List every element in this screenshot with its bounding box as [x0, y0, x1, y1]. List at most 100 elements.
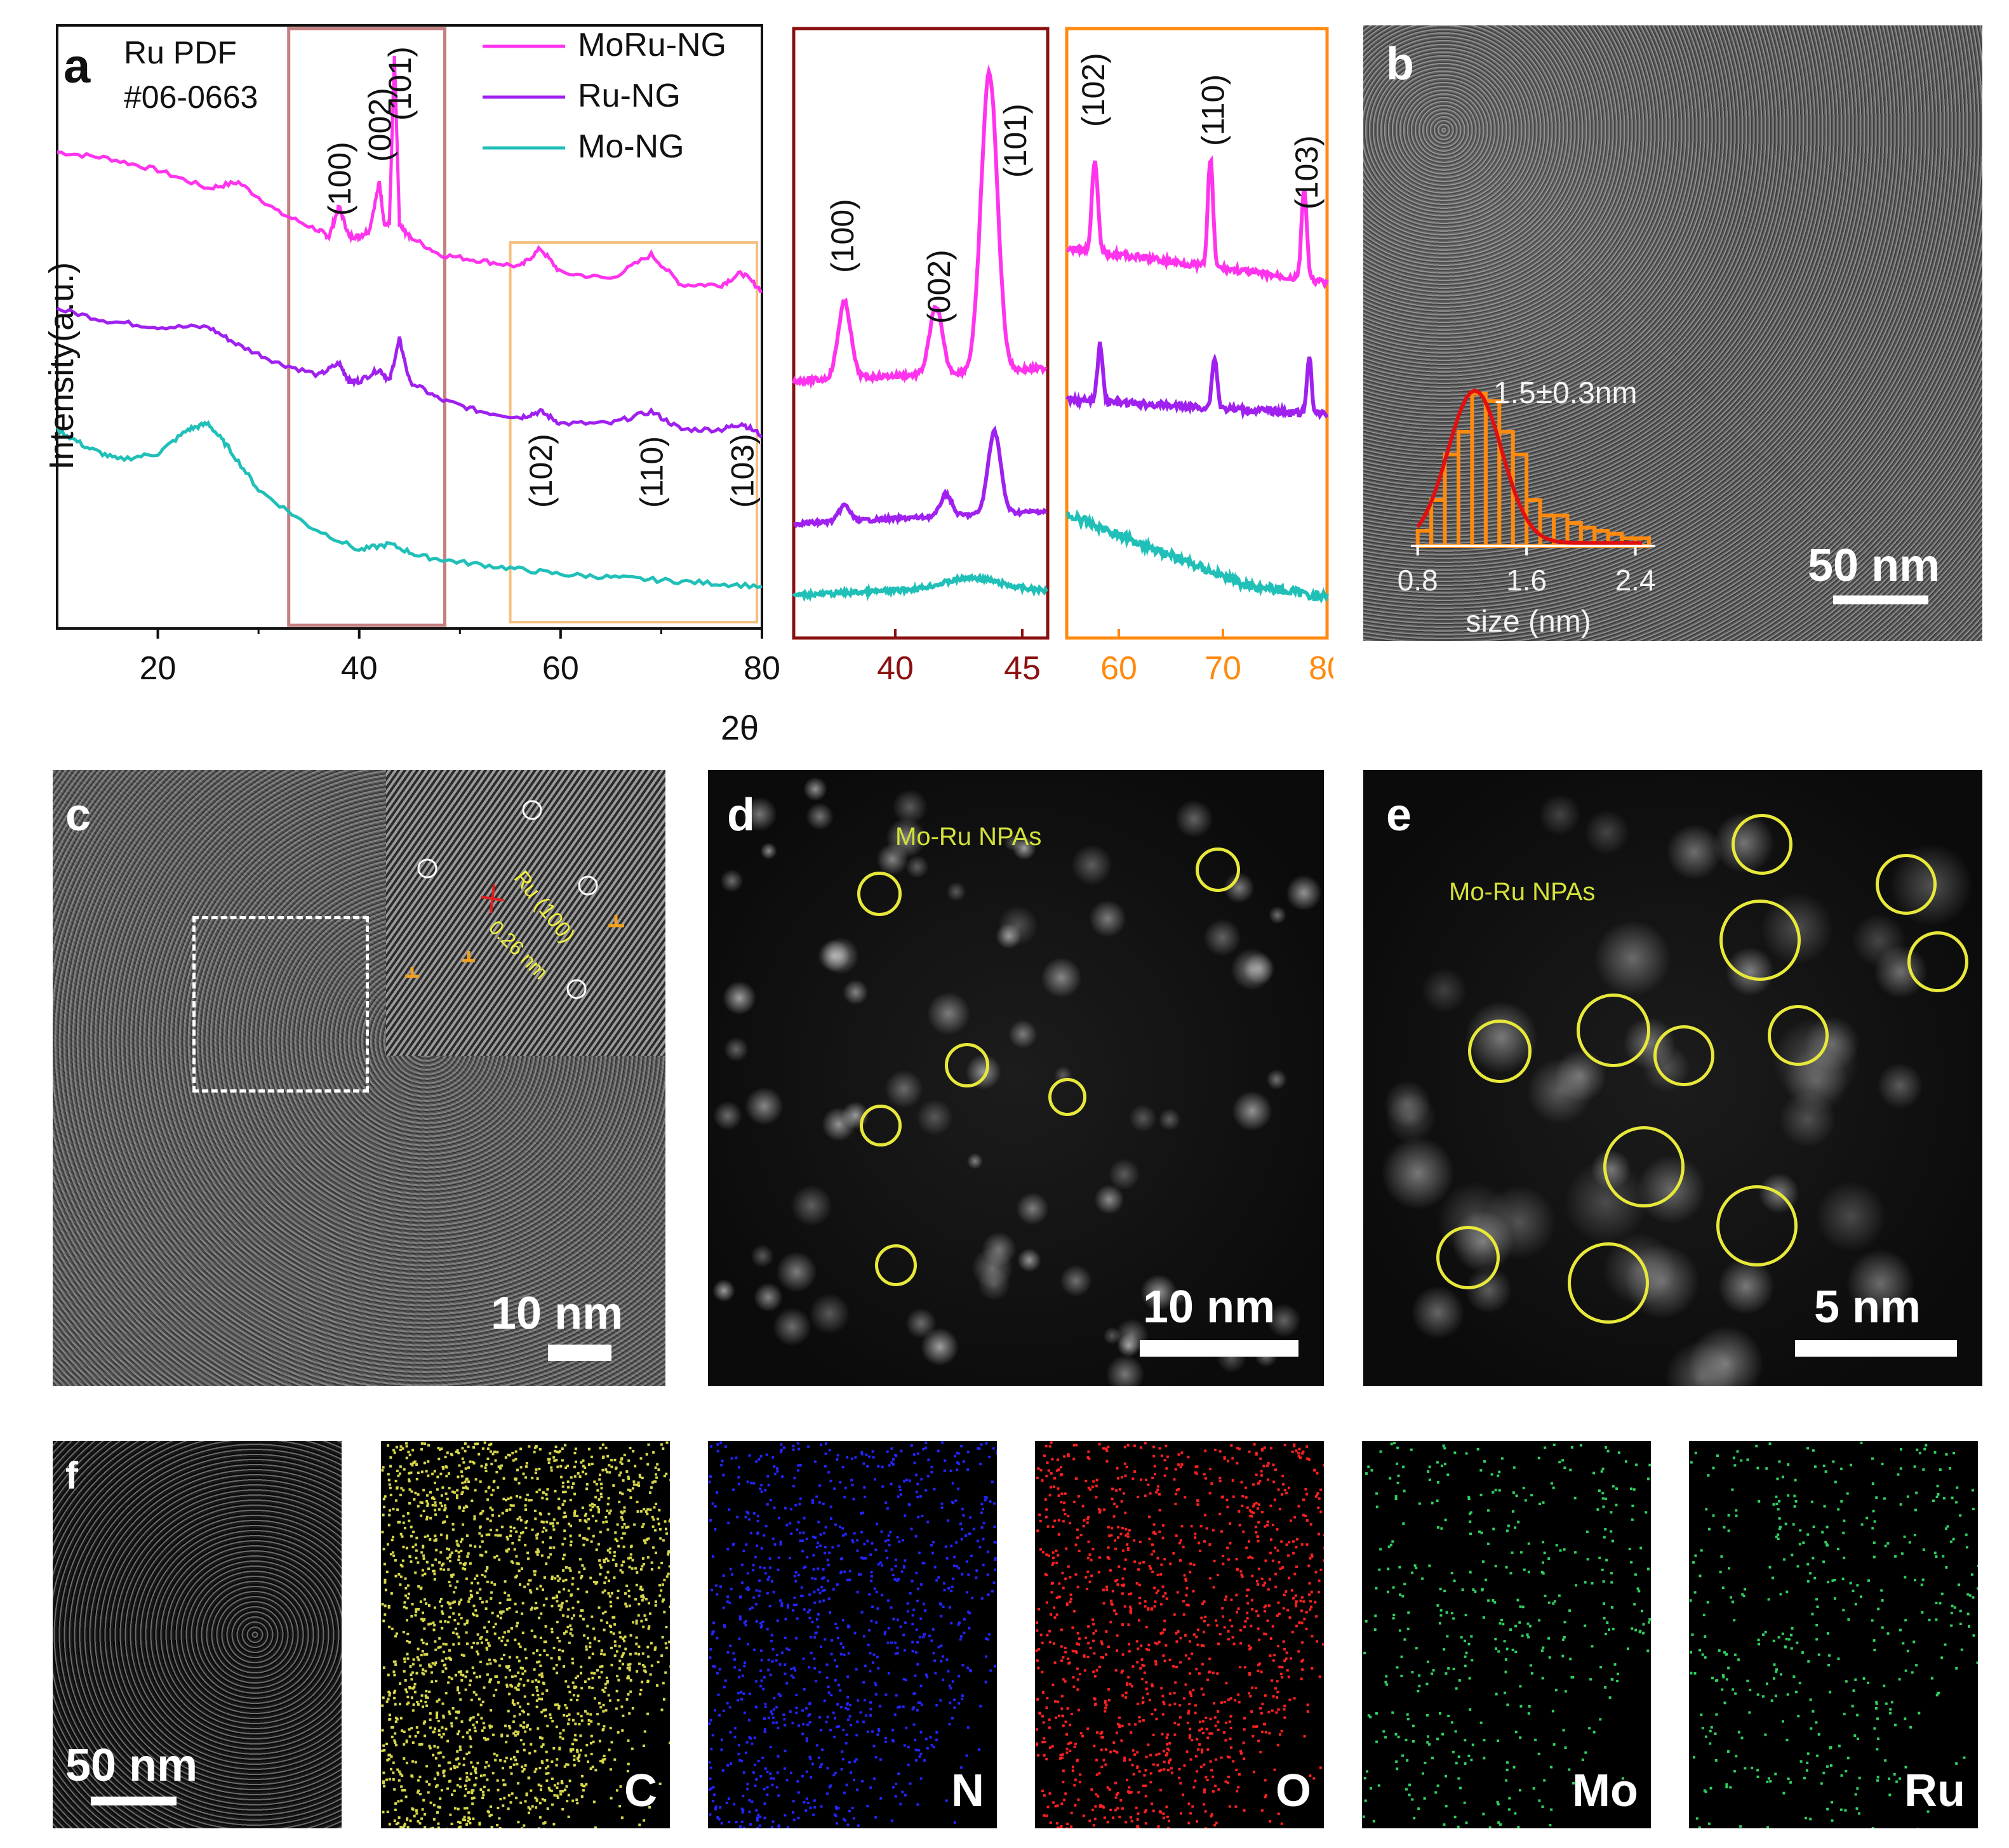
nanoparticle-spot	[1105, 1354, 1145, 1386]
nanoparticle-spot	[1266, 1068, 1288, 1091]
nanoparticle-spot	[1011, 835, 1037, 861]
inset-spacing-label: 0.26 nm	[484, 915, 552, 983]
nanoparticle-marker	[1196, 848, 1240, 892]
zoom-tick-label: 60	[1100, 650, 1137, 687]
nanoparticle-spot	[1140, 1274, 1178, 1312]
xrd-zoom2-chart: (102) (110) (103) 60 70 80	[1065, 27, 1333, 687]
scale-label-f: 50 nm	[65, 1740, 198, 1791]
hist-tick-label: 2.4	[1615, 564, 1656, 597]
nanoparticle-spot	[776, 1251, 817, 1293]
scale-bar-c	[548, 1345, 611, 1361]
zoom-tick-label: 80	[1309, 650, 1333, 687]
peak-label-top: (100)	[322, 142, 357, 216]
gaussian-fit-line	[1416, 388, 1643, 545]
panel-letter-f: f	[65, 1454, 78, 1497]
nanoparticle-spot	[742, 797, 777, 832]
peak-label-top: (002)	[362, 88, 397, 162]
zoom-series-Ru-NG	[1065, 342, 1329, 421]
nanoparticle-spot	[996, 923, 1022, 949]
panel-letter-c: c	[65, 790, 91, 841]
nanoparticle-spot	[1231, 1090, 1273, 1132]
nanoparticle-spot	[754, 1282, 784, 1312]
element-map-label: C	[624, 1765, 657, 1816]
fft-inset: Ru (100) 0.26 nm	[386, 770, 665, 1056]
histogram-bar	[1470, 392, 1488, 548]
peak-label-top: (101)	[382, 46, 418, 121]
xrd-zoom1-chart: (100) (002) (101) 40 45	[792, 27, 1050, 687]
legend: MoRu-NG Ru-NG Mo-NG	[483, 27, 726, 165]
nanoparticle-spot	[1665, 823, 1723, 881]
nanoparticle-spot	[722, 981, 757, 1015]
nanoparticle-spot	[1717, 1258, 1775, 1315]
nanoparticle-spot	[843, 979, 869, 1006]
zoom-series-Mo-NG	[1065, 509, 1329, 604]
nanoparticle-spot	[920, 1327, 959, 1366]
zoom-peak-label: (102)	[1076, 53, 1111, 127]
y-axis-label: Intensity(a.u.)	[43, 262, 81, 470]
nanoparticle-spot	[1015, 1192, 1050, 1226]
highlight-box-low-angle	[287, 27, 447, 627]
zoom-series-MoRu-NG	[1066, 155, 1329, 289]
nanoparticle-spot	[1384, 1092, 1436, 1144]
nanoparticle-spot	[1526, 1057, 1594, 1124]
nanoparticle-spot	[744, 1087, 784, 1126]
nanoparticle-marker	[1436, 1226, 1500, 1289]
zoom-series-MoRu-NG	[792, 64, 1048, 389]
nanoparticle-spot	[1380, 1136, 1455, 1211]
nanoparticle-spot	[1071, 844, 1112, 886]
legend-label-MoRu-NG: MoRu-NG	[578, 27, 726, 63]
element-map-dots	[1035, 1441, 1324, 1828]
nanoparticle-spot	[1175, 799, 1213, 839]
hist-tick-label: 0.8	[1398, 564, 1438, 597]
scale-label-d: 10 nm	[1143, 1282, 1276, 1333]
nanoparticle-marker	[945, 1043, 989, 1087]
nanoparticle-spot	[1383, 1079, 1432, 1128]
nanoparticle-spot	[1410, 1286, 1465, 1340]
peak-label-bottom: (110)	[634, 436, 670, 508]
highlight-box-high-angle	[509, 241, 759, 623]
xrd-main-x-ticks: 20 40 60 80	[140, 628, 780, 687]
series-line-Ru-NG	[56, 307, 763, 438]
peak-label-bottom: (102)	[523, 434, 559, 508]
zoom-series-Mo-NG	[792, 572, 1048, 602]
element-map-label: N	[951, 1765, 984, 1816]
selection-box	[192, 916, 369, 1093]
panel-letter-b: b	[1386, 39, 1414, 90]
nanoparticle-marker	[1719, 900, 1801, 981]
nanoparticle-spot	[1088, 899, 1127, 938]
zoom-peak-label: (101)	[998, 103, 1033, 178]
nanoparticle-spot	[1268, 906, 1286, 924]
element-map-N: N	[708, 1441, 997, 1828]
nanoparticle-spot	[1688, 1325, 1764, 1386]
nanoparticle-marker	[1732, 814, 1792, 875]
x-tick-label: 20	[140, 650, 177, 687]
nanoparticle-spot	[1128, 1104, 1158, 1133]
nanoparticle-marker	[1716, 1185, 1798, 1266]
element-map-label: Mo	[1572, 1765, 1638, 1816]
zoom-series-Ru-NG	[793, 425, 1048, 529]
zoom-peak-label: (103)	[1289, 135, 1325, 209]
nanoparticle-spot	[805, 802, 834, 830]
element-map-dots	[1362, 1442, 1651, 1828]
nanoparticle-marker	[1907, 931, 1968, 992]
zoom-peak-label: (100)	[825, 199, 860, 273]
nanoparticle-marker	[860, 1105, 902, 1147]
nanoparticle-spot	[1876, 1063, 1923, 1109]
nanoparticle-spot	[926, 991, 971, 1035]
element-map-label: Ru	[1904, 1765, 1965, 1816]
nanoparticle-spot	[1851, 913, 1906, 968]
element-map-Mo: Mo	[1362, 1441, 1651, 1828]
panel-letter-d: d	[727, 790, 755, 841]
peak-label-bottom: (103)	[724, 434, 760, 508]
hist-tick-label: 1.6	[1506, 564, 1547, 597]
nanoparticle-spot	[712, 1279, 736, 1302]
reference-label-1: Ru PDF	[124, 35, 237, 70]
peak-labels-top: (100)(002)(101)	[322, 46, 418, 216]
nanoparticle-spot	[905, 854, 930, 879]
nanoparticle-marker	[1603, 1126, 1685, 1207]
series-line-MoRu-NG	[57, 55, 763, 294]
nanoparticle-spot	[809, 1293, 850, 1335]
nanoparticle-spot	[821, 1107, 856, 1142]
nanoparticle-spot	[1286, 875, 1323, 912]
nanoparticle-spot	[1004, 834, 1022, 851]
